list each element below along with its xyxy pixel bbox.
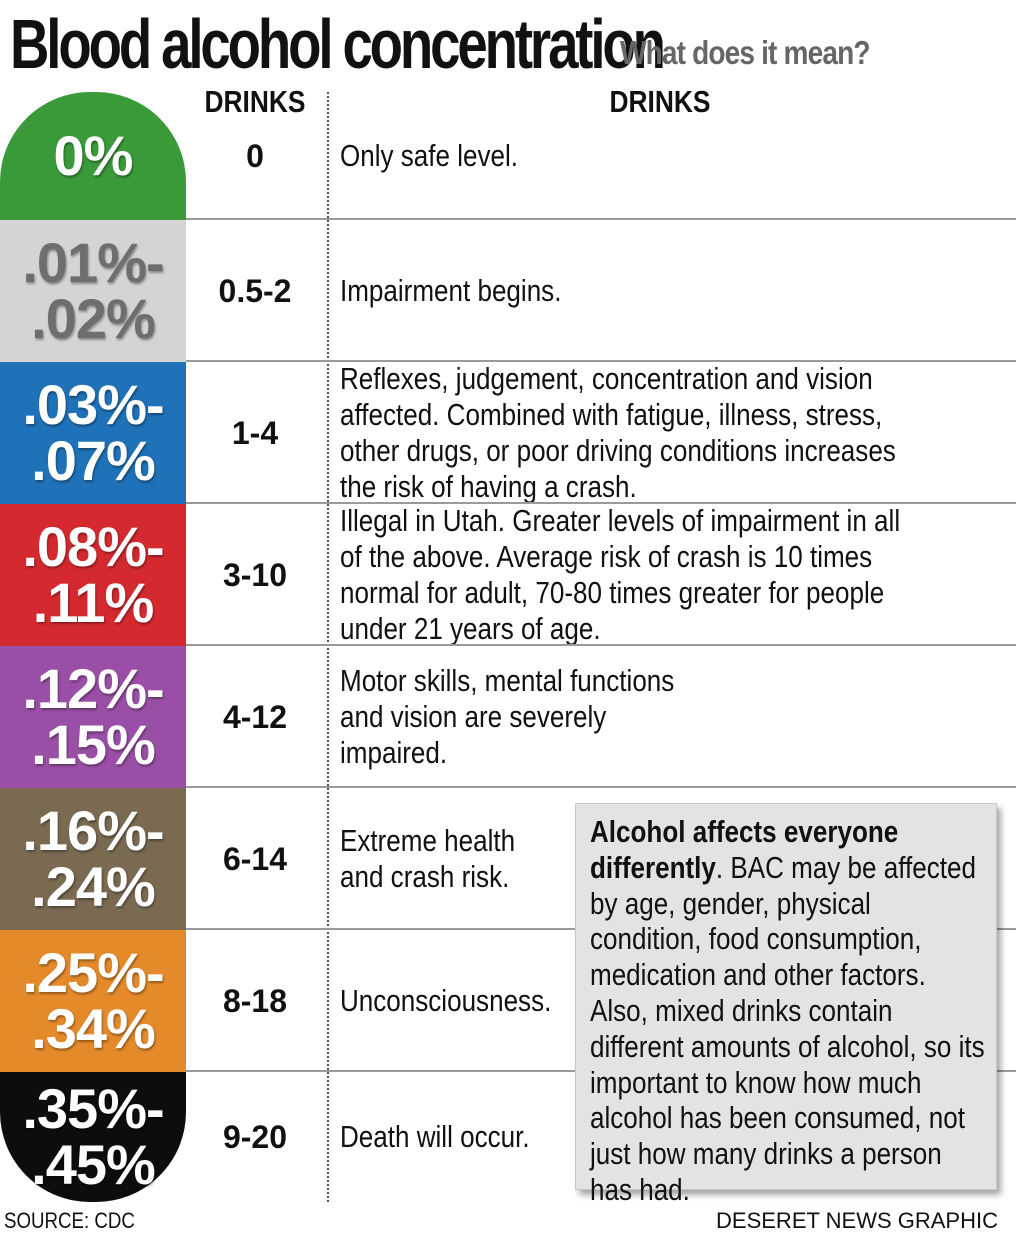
column-header-effects: DRINKS xyxy=(609,84,711,119)
bac-badge: 0% xyxy=(0,92,186,220)
bac-value-line2: .07% xyxy=(31,429,156,492)
bac-badge: .16%- .24% xyxy=(0,788,186,930)
bac-badge: .01%- .02% xyxy=(0,220,186,362)
drinks-value: 9-20 xyxy=(222,1118,288,1155)
row-description: Unconsciousness. xyxy=(340,983,552,1018)
row-divider xyxy=(186,360,1016,362)
row-divider xyxy=(186,644,1016,646)
table-row: .35%- .45% 9-20 Death will occur. xyxy=(0,1072,1024,1202)
drinks-value: 8-18 xyxy=(222,982,288,1019)
row-description: Illegal in Utah. Greater levels of impai… xyxy=(340,503,901,646)
bac-badge: .08%- .11% xyxy=(0,504,186,646)
page-title: Blood alcohol concentration xyxy=(10,5,666,83)
row-description: Only safe level. xyxy=(340,138,519,173)
bac-badge: .12%- .15% xyxy=(0,646,186,788)
drinks-value: 4-12 xyxy=(222,698,288,735)
row-divider xyxy=(186,218,1016,220)
table-row: .03%- .07% 1-4 Reflexes, judgement, conc… xyxy=(0,361,1024,504)
info-note-body: . BAC may be affected by age, gender, ph… xyxy=(590,849,985,1207)
drinks-value: 3-10 xyxy=(222,556,288,593)
drinks-value: 0 xyxy=(246,137,264,174)
table-row: .25%- .34% 8-18 Unconsciousness. xyxy=(0,930,1024,1072)
bac-value-line2: .24% xyxy=(31,855,156,918)
info-note-text: Alcohol affects everyone differently. BA… xyxy=(590,814,985,1208)
bac-value: .01%- xyxy=(22,231,164,294)
bac-badge: .25%- .34% xyxy=(0,930,186,1072)
row-description: Reflexes, judgement, concentration and v… xyxy=(340,361,896,504)
bac-value: .03%- xyxy=(22,373,164,436)
bac-value: .16%- xyxy=(22,799,164,862)
row-description: Death will occur. xyxy=(340,1119,530,1154)
bac-value-line2: .02% xyxy=(31,287,156,350)
bac-badge: .35%- .45% xyxy=(0,1072,186,1202)
column-header-drinks: DRINKS xyxy=(204,84,306,119)
table-row: .12%- .15% 4-12 Motor skills, mental fun… xyxy=(0,646,1024,788)
bac-value: .08%- xyxy=(22,515,164,578)
source-credit: SOURCE: CDC xyxy=(4,1208,135,1233)
page-subtitle: What does it mean? xyxy=(620,34,870,71)
info-note-box: Alcohol affects everyone differently. BA… xyxy=(575,803,997,1207)
column-divider xyxy=(327,92,329,1202)
bac-badge: .03%- .07% xyxy=(0,362,186,504)
bac-value: .25%- xyxy=(22,941,164,1004)
row-description: Impairment begins. xyxy=(340,273,562,308)
table-row: .08%- .11% 3-10 Illegal in Utah. Greater… xyxy=(0,503,1024,646)
bac-value: .35%- xyxy=(22,1077,164,1140)
graphic-credit: DESERET NEWS GRAPHIC xyxy=(716,1208,998,1233)
drinks-value: 1-4 xyxy=(231,414,279,451)
info-note-heading: Alcohol affects everyone differently xyxy=(590,814,899,885)
table-row: .01%- .02% 0.5-2 Impairment begins. xyxy=(0,220,1024,362)
bac-value-line2: .11% xyxy=(32,571,155,634)
drinks-value: 6-14 xyxy=(222,840,288,877)
row-description: Extreme health and crash risk. xyxy=(340,823,516,894)
drinks-value: 0.5-2 xyxy=(218,272,292,309)
bac-value-line2: .45% xyxy=(31,1133,156,1196)
bac-value-line2: .15% xyxy=(31,713,156,776)
row-description: Motor skills, mental functions and visio… xyxy=(340,663,675,770)
row-divider xyxy=(186,786,1016,788)
table-row: 0% 0 Only safe level. xyxy=(0,92,1024,220)
row-divider xyxy=(186,502,1016,504)
bac-value: 0% xyxy=(53,124,134,187)
bac-value: .12%- xyxy=(22,657,164,720)
bac-value-line2: .34% xyxy=(31,997,156,1060)
